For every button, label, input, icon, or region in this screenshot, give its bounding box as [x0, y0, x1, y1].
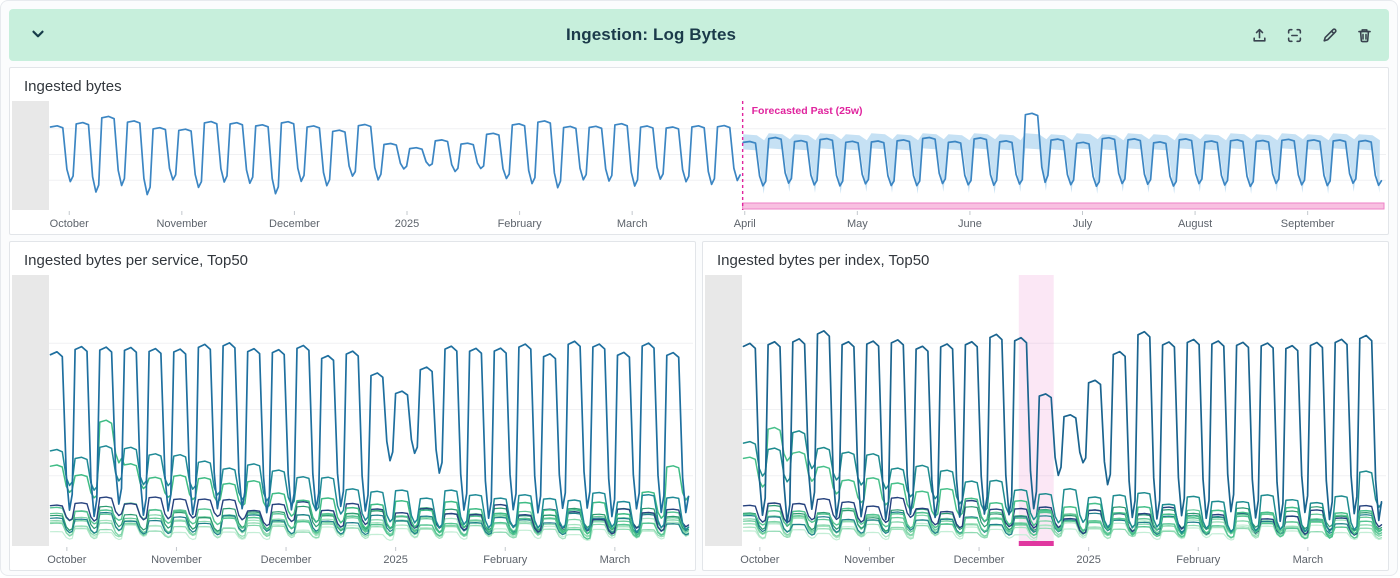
series-ingested-bytes-actual	[49, 115, 741, 196]
x-tick-label: October	[740, 554, 779, 566]
x-tick-label: November	[844, 554, 895, 566]
ingested-bytes-per-service-chart[interactable]: October November December 2025 February March	[10, 273, 695, 570]
series-service-1	[49, 340, 690, 520]
edit-group-button[interactable]	[1319, 25, 1340, 46]
group-header: Ingestion: Log Bytes	[9, 9, 1389, 61]
widget-grid: Ingested bytes Forecasted Past (25w) Octo…	[9, 67, 1389, 571]
x-tick-label: February	[498, 218, 543, 230]
x-tick-label: December	[269, 218, 320, 230]
x-tick-label: 2025	[395, 218, 419, 230]
x-tick-label: March	[1293, 554, 1324, 566]
ingested-bytes-chart[interactable]: Forecasted Past (25w) October November Dece…	[10, 99, 1388, 234]
forecast-region-bar	[742, 202, 1385, 210]
x-tick-label: September	[1281, 218, 1335, 230]
group-title: Ingestion: Log Bytes	[565, 25, 737, 44]
x-tick-label: May	[847, 218, 868, 230]
x-tick-label: October	[47, 554, 86, 566]
export-icon	[1251, 27, 1268, 44]
redacted-y-axis	[12, 275, 49, 546]
x-tick-label: March	[600, 554, 631, 566]
copy-icon	[1286, 27, 1303, 44]
series-ingested-bytes-forecast	[742, 112, 1383, 188]
copy-group-button[interactable]	[1284, 25, 1305, 46]
x-tick-label: October	[50, 218, 89, 230]
highlight-bar	[1018, 541, 1054, 546]
trash-icon	[1356, 27, 1373, 44]
x-tick-label: April	[734, 218, 756, 230]
group-actions	[1249, 25, 1375, 46]
widget-title: Ingested bytes per index, Top50	[717, 252, 930, 269]
delete-group-button[interactable]	[1354, 25, 1375, 46]
x-tick-label: 2025	[1076, 554, 1100, 566]
highlight-band	[1018, 275, 1054, 546]
series-index-2	[742, 430, 1383, 534]
x-tick-label: November	[156, 218, 207, 230]
x-tick-label: July	[1073, 218, 1093, 230]
x-tick-label: August	[1178, 218, 1212, 230]
chevron-down-icon	[29, 25, 47, 46]
forecast-label: Forecasted Past (25w)	[752, 105, 863, 117]
series-index-3	[742, 426, 1383, 539]
x-tick-label: December	[954, 554, 1005, 566]
x-tick-label: June	[958, 218, 982, 230]
edit-icon	[1321, 27, 1338, 44]
widget-ingested-bytes-per-index: Ingested bytes per index, Top50 October N…	[702, 241, 1389, 571]
collapse-group-button[interactable]	[23, 19, 53, 52]
x-tick-label: March	[617, 218, 648, 230]
x-tick-label: February	[483, 554, 528, 566]
series-service-3	[49, 419, 690, 537]
x-tick-label: December	[261, 554, 312, 566]
forecast-band	[743, 133, 1380, 194]
chart-canvas: October November December 2025 February March	[12, 275, 693, 566]
redacted-y-axis	[705, 275, 742, 546]
series-index-5	[742, 507, 1383, 540]
widget-title: Ingested bytes	[24, 78, 122, 95]
export-group-button[interactable]	[1249, 25, 1270, 46]
series-service-cluster-3	[49, 519, 690, 539]
chart-canvas: October November December 2025 February March	[705, 275, 1386, 566]
widget-ingested-bytes: Ingested bytes Forecasted Past (25w) Octo…	[9, 67, 1389, 235]
redacted-y-axis	[12, 101, 49, 210]
widget-ingested-bytes-per-service: Ingested bytes per service, Top50 Octobe…	[9, 241, 696, 571]
widget-title: Ingested bytes per service, Top50	[24, 252, 249, 269]
x-tick-label: November	[151, 554, 202, 566]
x-tick-label: February	[1176, 554, 1221, 566]
x-tick-label: 2025	[383, 554, 407, 566]
series-service-5	[49, 502, 690, 540]
ingested-bytes-per-index-chart[interactable]: October November December 2025 February March	[703, 273, 1388, 570]
chart-canvas: Forecasted Past (25w) October November Dece…	[12, 101, 1386, 230]
series-index-1	[742, 330, 1383, 524]
series-service-2	[49, 445, 690, 533]
